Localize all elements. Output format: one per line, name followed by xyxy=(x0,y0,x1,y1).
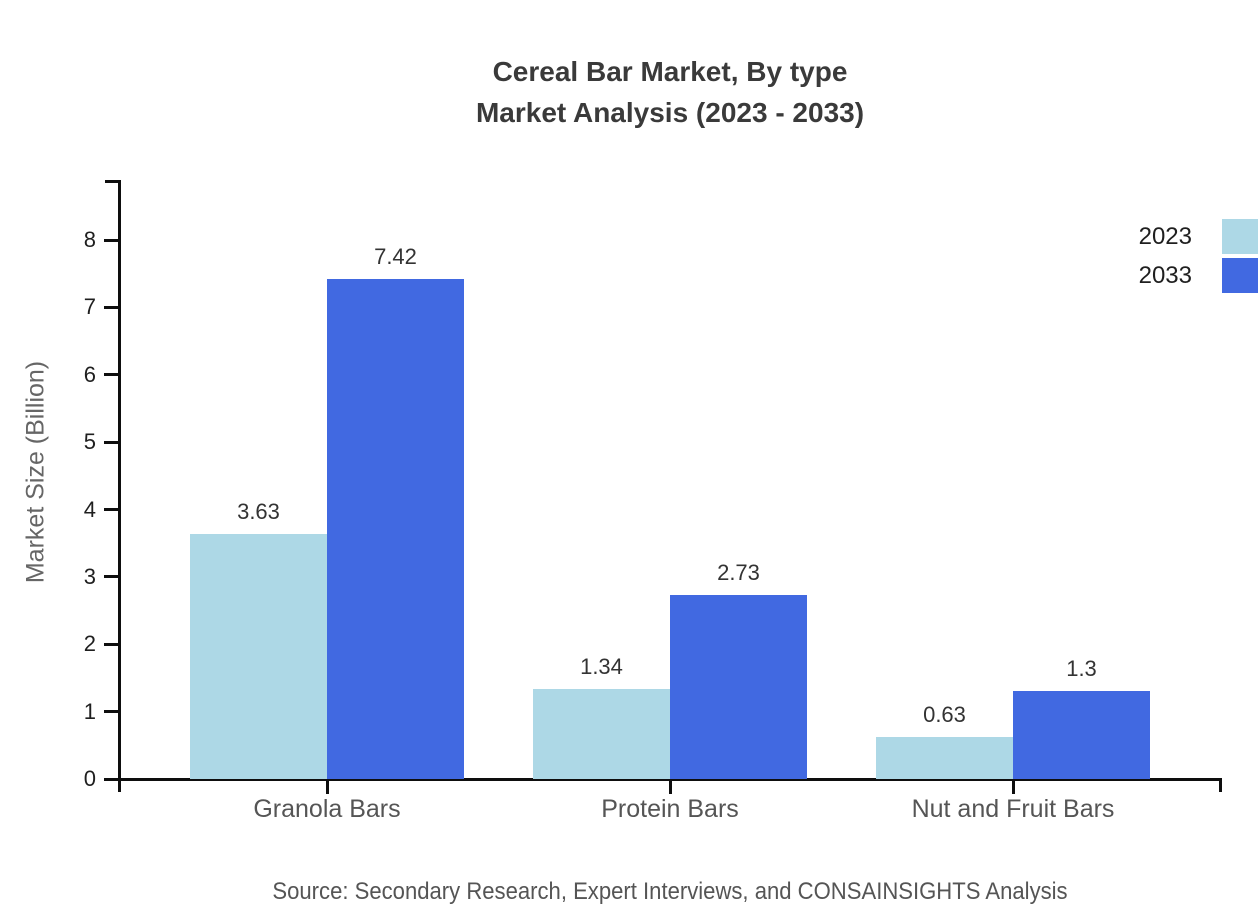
legend-item-2033: 2033 xyxy=(1132,258,1258,293)
category-label-nut-and-fruit-bars: Nut and Fruit Bars xyxy=(911,795,1115,823)
value-label-2033-nut-and-fruit-bars: 1.3 xyxy=(1066,656,1097,682)
value-label-2023-granola-bars: 3.63 xyxy=(237,499,280,525)
y-tick-label-5: 5 xyxy=(83,429,96,455)
legend: 2023 2033 xyxy=(1132,219,1258,297)
legend-item-2023: 2023 xyxy=(1132,219,1258,254)
x-tick-protein-bars xyxy=(668,779,672,794)
bar-2023-nut-and-fruit-bars xyxy=(876,736,1013,779)
bar-2033-nut-and-fruit-bars xyxy=(1013,691,1150,779)
category-label-granola-bars: Granola Bars xyxy=(253,795,401,823)
y-tick-label-0: 0 xyxy=(83,766,96,791)
y-tick-label-1: 1 xyxy=(83,698,96,724)
category-label-protein-bars: Protein Bars xyxy=(601,795,739,823)
x-tick-nut-and-fruit-bars xyxy=(1011,779,1015,794)
y-tick-3 xyxy=(104,575,118,579)
value-label-2033-protein-bars: 2.73 xyxy=(717,560,760,586)
y-tick-label-8: 8 xyxy=(83,227,96,252)
y-tick-1 xyxy=(104,710,118,714)
value-label-2023-nut-and-fruit-bars: 0.63 xyxy=(923,701,966,727)
x-tick-granola-bars xyxy=(325,779,329,794)
value-label-2023-protein-bars: 1.34 xyxy=(580,653,623,679)
bar-2023-granola-bars xyxy=(190,534,327,779)
y-tick-4 xyxy=(104,508,118,511)
bar-2023-protein-bars xyxy=(533,688,670,779)
y-tick-0 xyxy=(104,777,118,781)
bar-2033-granola-bars xyxy=(327,279,464,779)
legend-swatch-2033 xyxy=(1222,258,1258,293)
y-axis-top-cap xyxy=(105,180,121,183)
x-axis-end-cap xyxy=(1219,777,1222,792)
y-axis-line xyxy=(118,180,121,792)
chart-title-line1: Cereal Bar Market, By type xyxy=(492,56,848,87)
legend-label-2033: 2033 xyxy=(1138,261,1192,289)
source-note: Source: Secondary Research, Expert Inter… xyxy=(272,878,1068,905)
y-tick-label-7: 7 xyxy=(83,294,96,320)
y-tick-8 xyxy=(104,238,118,242)
y-tick-7 xyxy=(104,305,118,309)
legend-label-2023: 2023 xyxy=(1138,222,1192,250)
legend-swatch-2023 xyxy=(1222,219,1258,254)
chart-title: Cereal Bar Market, By type Market Analys… xyxy=(476,51,864,133)
bar-2033-protein-bars xyxy=(670,595,807,779)
y-tick-6 xyxy=(104,373,118,377)
y-tick-label-4: 4 xyxy=(83,496,96,522)
y-tick-label-3: 3 xyxy=(83,563,96,589)
chart-title-line2: Market Analysis (2023 - 2033) xyxy=(475,97,865,128)
y-tick-label-6: 6 xyxy=(83,361,96,387)
y-tick-label-2: 2 xyxy=(83,631,96,657)
y-tick-2 xyxy=(104,642,118,646)
y-tick-5 xyxy=(104,440,118,444)
value-label-2033-granola-bars: 7.42 xyxy=(374,244,417,270)
